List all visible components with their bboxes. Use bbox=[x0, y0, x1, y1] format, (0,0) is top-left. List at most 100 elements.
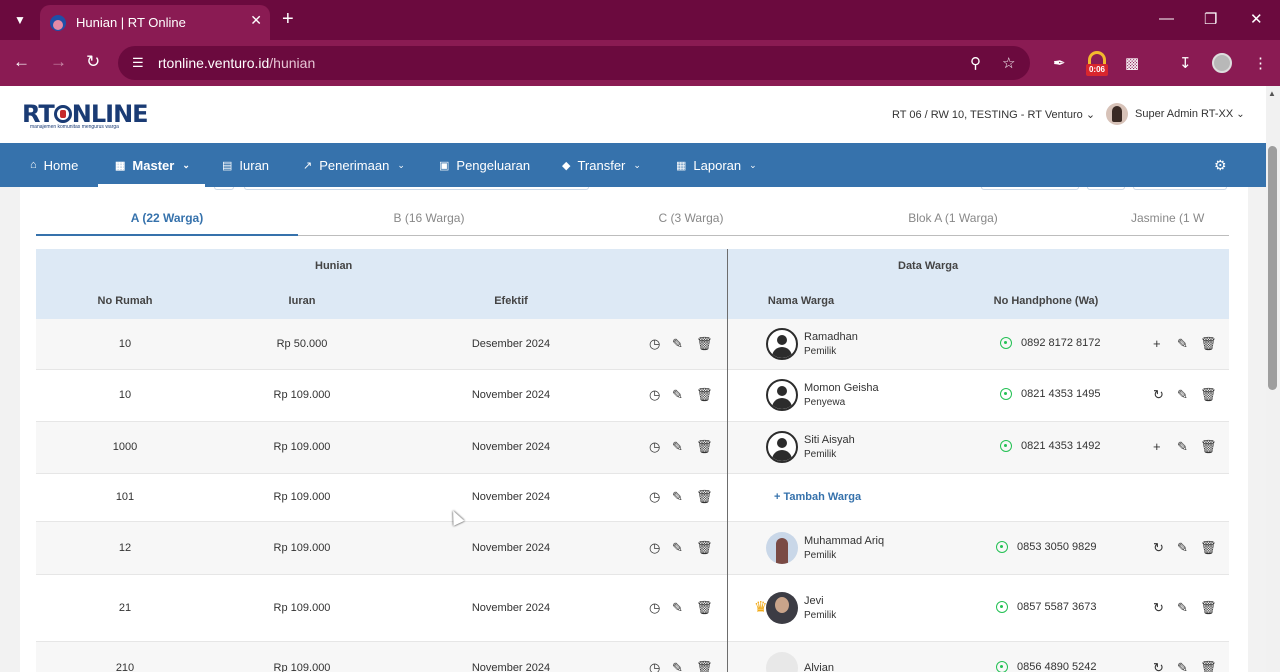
refresh-icon[interactable]: ↻ bbox=[1153, 387, 1164, 402]
logo[interactable]: RT NLINE bbox=[22, 100, 149, 128]
trash-icon[interactable]: 🗑 bbox=[696, 540, 713, 555]
window-close-icon[interactable]: ✕ bbox=[1250, 11, 1263, 28]
nav-home[interactable]: ⌂ Home bbox=[30, 157, 79, 173]
edit-icon[interactable]: ✎ bbox=[672, 387, 683, 402]
history-icon[interactable]: ◷ bbox=[649, 540, 661, 555]
trash-icon[interactable]: 🗑 bbox=[1200, 660, 1217, 672]
add-person-icon[interactable]: + bbox=[1153, 336, 1161, 351]
trash-icon[interactable]: 🗑 bbox=[696, 439, 713, 454]
nav-transfer[interactable]: ◆ Transfer ⌄ bbox=[562, 157, 641, 173]
tab-blok-b[interactable]: B (16 Warga) bbox=[393, 211, 465, 225]
warga-person[interactable]: Jevi Pemilik bbox=[766, 592, 836, 624]
minimize-icon[interactable]: — bbox=[1159, 10, 1174, 27]
scroll-up-icon[interactable]: ▲ bbox=[1268, 89, 1276, 98]
edit-icon[interactable]: ✎ bbox=[672, 336, 683, 351]
zoom-icon[interactable]: ⚲ bbox=[970, 55, 981, 72]
tab-blok-a[interactable]: A (22 Warga) bbox=[130, 211, 204, 225]
plus-icon[interactable]: + bbox=[282, 8, 294, 30]
nav-iuran[interactable]: ▤ Iuran bbox=[222, 157, 270, 173]
edit-icon[interactable]: ✎ bbox=[1177, 540, 1188, 555]
back-icon[interactable]: ← bbox=[13, 52, 30, 71]
trash-icon[interactable]: 🗑 bbox=[696, 336, 713, 351]
warga-phone[interactable]: 0856 4890 5242 bbox=[996, 661, 1097, 672]
restore-icon[interactable]: ❐ bbox=[1204, 11, 1218, 28]
warga-person[interactable]: Muhammad Ariq Pemilik bbox=[766, 532, 884, 564]
tab-blok-c[interactable]: C (3 Warga) bbox=[658, 211, 724, 225]
kebab-icon[interactable]: ⋮ bbox=[1253, 55, 1268, 72]
trash-icon[interactable]: 🗑 bbox=[1200, 540, 1217, 555]
trash-icon[interactable]: 🗑 bbox=[1200, 439, 1217, 454]
trash-icon[interactable]: 🗑 bbox=[696, 387, 713, 402]
edit-icon[interactable]: ✎ bbox=[672, 439, 683, 454]
gear-icon[interactable]: ⚙ bbox=[1214, 157, 1227, 173]
action-button[interactable] bbox=[1087, 187, 1125, 190]
edit-icon[interactable]: ✎ bbox=[672, 540, 683, 555]
url-text[interactable]: rtonline.venturo.id/hunian bbox=[158, 55, 316, 71]
tab-blok-a2[interactable]: Blok A (1 Warga) bbox=[908, 211, 998, 225]
history-icon[interactable]: ◷ bbox=[649, 660, 661, 672]
action-button[interactable] bbox=[981, 187, 1079, 190]
puzzle-icon[interactable]: ▩ bbox=[1125, 55, 1140, 72]
add-button[interactable] bbox=[1133, 187, 1227, 190]
user-menu[interactable]: Super Admin RT-XX ⌄ bbox=[1106, 103, 1245, 125]
scrollbar-thumb[interactable] bbox=[1268, 146, 1277, 390]
history-icon[interactable]: ◷ bbox=[649, 600, 661, 615]
tag-icon: ◆ bbox=[562, 159, 571, 172]
warga-person[interactable]: Siti Aisyah Pemilik bbox=[766, 431, 855, 463]
edit-icon[interactable]: ✎ bbox=[672, 600, 683, 615]
history-icon[interactable]: ◷ bbox=[649, 387, 661, 402]
search-input[interactable] bbox=[244, 187, 589, 190]
trash-icon[interactable]: 🗑 bbox=[696, 660, 713, 672]
edit-icon[interactable]: ✎ bbox=[672, 489, 683, 504]
warga-person[interactable]: Momon Geisha Penyewa bbox=[766, 379, 879, 411]
address-bar[interactable]: ☰ rtonline.venturo.id/hunian ⚲ ☆ bbox=[118, 46, 1030, 80]
no-rumah: 10 bbox=[118, 338, 132, 350]
nav-penerimaan[interactable]: ↗ Penerimaan ⌄ bbox=[303, 157, 405, 173]
extension-timer-icon[interactable]: 0:06 bbox=[1086, 51, 1108, 76]
trash-icon[interactable]: 🗑 bbox=[1200, 387, 1217, 402]
site-info-icon[interactable]: ☰ bbox=[132, 55, 144, 70]
avatar bbox=[766, 379, 798, 411]
add-person-icon[interactable]: + bbox=[1153, 439, 1161, 454]
edit-icon[interactable]: ✎ bbox=[1177, 336, 1188, 351]
warga-phone[interactable]: 0857 5587 3673 bbox=[996, 601, 1097, 613]
nav-laporan[interactable]: ▦ Laporan ⌄ bbox=[676, 157, 757, 173]
forward-icon[interactable]: → bbox=[50, 52, 67, 71]
tab-search-icon[interactable]: ▼ bbox=[14, 13, 26, 27]
rt-selector[interactable]: RT 06 / RW 10, TESTING - RT Venturo ⌄ bbox=[892, 109, 1096, 121]
refresh-icon[interactable]: ↻ bbox=[1153, 600, 1164, 615]
add-warga-link[interactable]: + Tambah Warga bbox=[774, 491, 862, 503]
warga-phone[interactable]: 0821 4353 1492 bbox=[1000, 440, 1101, 452]
warga-person[interactable]: Alvian bbox=[766, 652, 834, 672]
history-icon[interactable]: ◷ bbox=[649, 336, 661, 351]
nav-pengeluaran[interactable]: ▣ Pengeluaran bbox=[439, 157, 531, 173]
edit-icon[interactable]: ✎ bbox=[1177, 387, 1188, 402]
refresh-icon[interactable]: ↻ bbox=[1153, 660, 1164, 672]
edit-icon[interactable]: ✎ bbox=[1177, 600, 1188, 615]
download-icon[interactable]: ↧ bbox=[1179, 55, 1192, 72]
close-icon[interactable]: ✕ bbox=[250, 12, 262, 28]
filter-control[interactable] bbox=[214, 187, 234, 190]
feather-icon[interactable]: ✒ bbox=[1053, 55, 1066, 72]
warga-phone[interactable]: 0853 3050 9829 bbox=[996, 541, 1097, 553]
trash-icon[interactable]: 🗑 bbox=[1200, 336, 1217, 351]
history-icon[interactable]: ◷ bbox=[649, 489, 661, 504]
profile-avatar[interactable] bbox=[1212, 53, 1232, 73]
refresh-icon[interactable]: ↻ bbox=[1153, 540, 1164, 555]
reload-icon[interactable]: ↻ bbox=[86, 52, 101, 71]
warga-phone[interactable]: 0892 8172 8172 bbox=[1000, 337, 1101, 349]
edit-icon[interactable]: ✎ bbox=[1177, 660, 1188, 672]
warga-person[interactable]: Ramadhan Pemilik bbox=[766, 328, 858, 360]
edit-icon[interactable]: ✎ bbox=[1177, 439, 1188, 454]
warga-phone[interactable]: 0821 4353 1495 bbox=[1000, 388, 1101, 400]
trash-icon[interactable]: 🗑 bbox=[1200, 600, 1217, 615]
trash-icon[interactable]: 🗑 bbox=[696, 600, 713, 615]
tab-jasmine[interactable]: Jasmine (1 W bbox=[1131, 211, 1205, 225]
edit-icon[interactable]: ✎ bbox=[672, 660, 683, 672]
star-icon[interactable]: ☆ bbox=[1002, 55, 1016, 72]
table-header: Hunian Data Warga No Rumah Iuran Efektif… bbox=[36, 249, 1229, 319]
trash-icon[interactable]: 🗑 bbox=[696, 489, 713, 504]
nav-master[interactable]: ▦ Master ⌄ bbox=[115, 157, 190, 173]
history-icon[interactable]: ◷ bbox=[649, 439, 661, 454]
browser-tab[interactable]: Hunian | RT Online ✕ bbox=[40, 5, 270, 40]
